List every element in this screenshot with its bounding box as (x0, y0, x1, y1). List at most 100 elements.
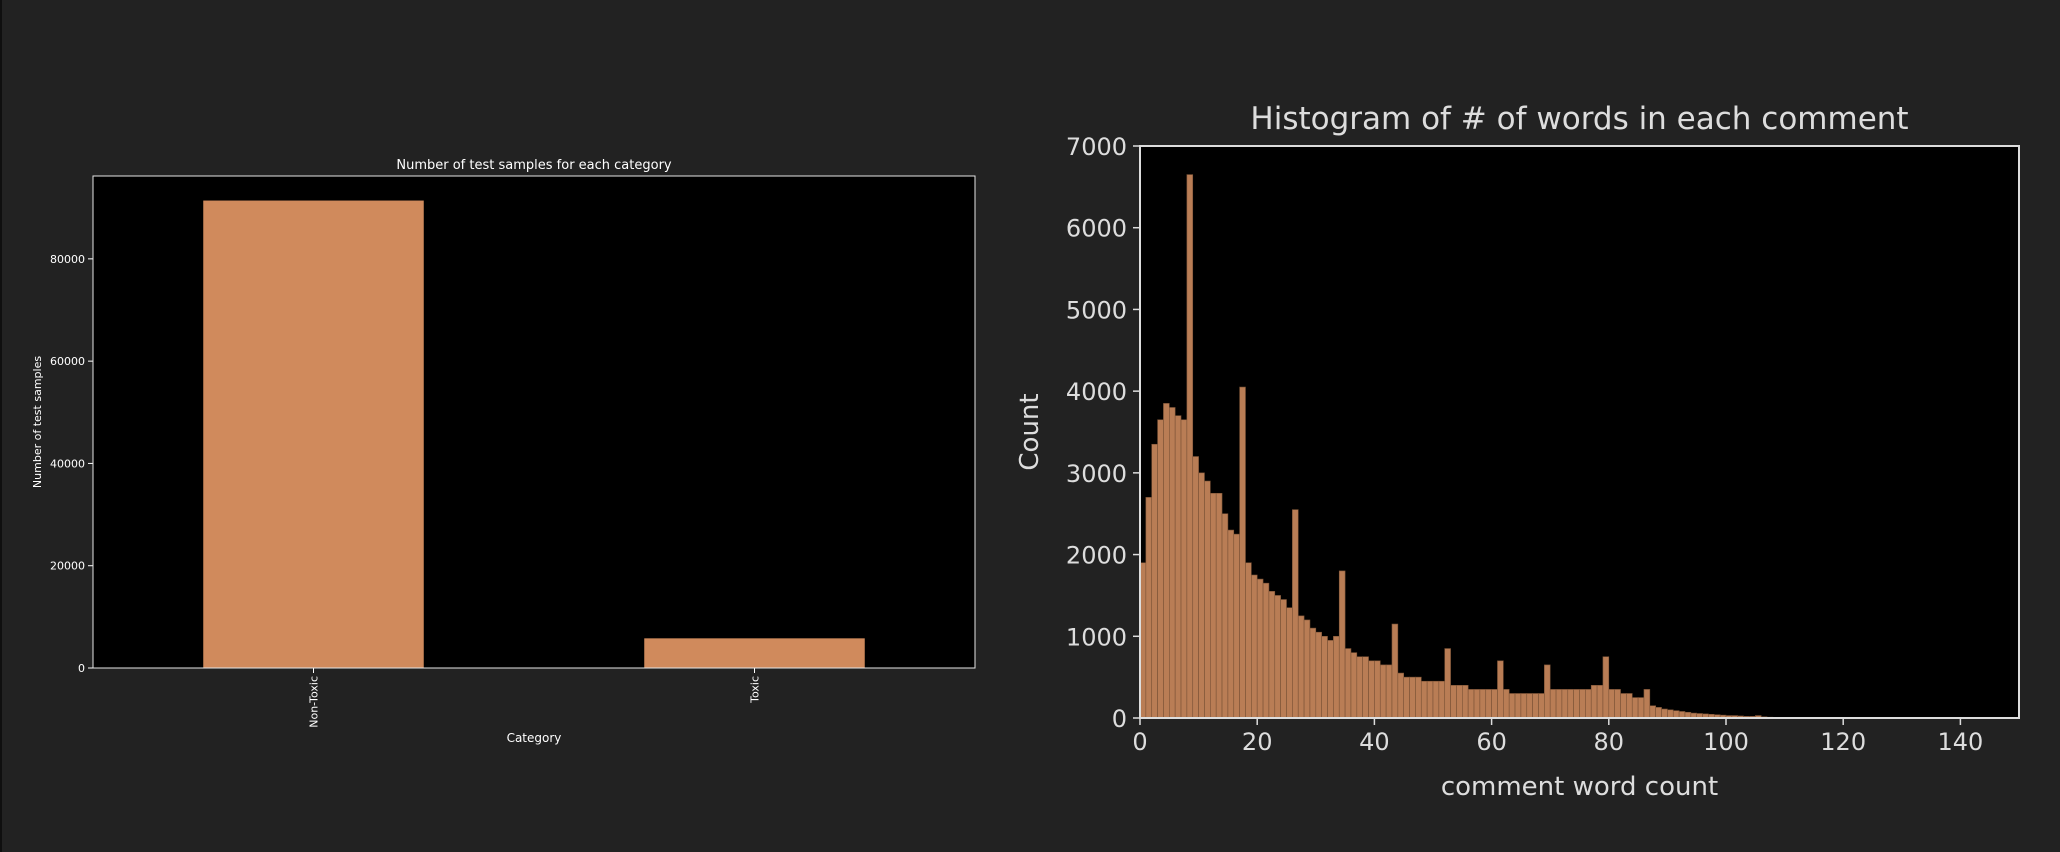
histogram-bin (1174, 415, 1182, 719)
histogram-bin (1215, 492, 1223, 719)
histogram-bin (1631, 697, 1639, 719)
x-axis-label-2: comment word count (1441, 772, 1718, 802)
histogram-bin (1555, 689, 1563, 719)
histogram-bin (1456, 685, 1463, 719)
histogram-bin (1590, 685, 1598, 719)
y-tick-label: 20000 (50, 560, 85, 573)
histogram-bin (1297, 615, 1305, 719)
x-tick-label: Toxic (749, 676, 762, 704)
histogram-bin (1438, 680, 1446, 719)
histogram-bin (1292, 509, 1299, 719)
histogram-bin (1350, 652, 1358, 719)
histogram-bin (1503, 689, 1510, 719)
histogram-bin (1397, 672, 1404, 719)
chart-title-1: Number of test samples for each category (396, 158, 672, 173)
y-tick-label: 0 (1112, 705, 1127, 733)
x-axis-label-1: Category (507, 731, 562, 745)
histogram-bin (1497, 660, 1504, 719)
histogram-bin (1526, 693, 1533, 719)
histogram-bin (1608, 689, 1615, 719)
bar-non-toxic (203, 200, 424, 668)
histogram-bin (1239, 386, 1246, 719)
plot-frame-1 (92, 175, 976, 669)
histogram-bin (1573, 689, 1580, 719)
histogram-bin (1309, 627, 1317, 719)
x-tick-label: 120 (1820, 728, 1866, 756)
histogram-bin (1520, 693, 1528, 719)
histogram-bin (1198, 472, 1205, 719)
y-tick-label: 3000 (1066, 460, 1127, 488)
histogram-bin (1321, 635, 1328, 719)
histogram-bin (1479, 689, 1487, 719)
y-tick-label: 4000 (1066, 378, 1127, 406)
histogram-bin (1561, 689, 1569, 719)
histogram-bin (1286, 607, 1293, 719)
y-tick-label: 7000 (1066, 133, 1127, 161)
histogram-bin (1426, 680, 1434, 719)
histogram-bin (1356, 656, 1363, 719)
x-tick-label: Non-Toxic (308, 676, 321, 728)
y-tick-label: 0 (78, 662, 85, 675)
histogram-bin (1145, 497, 1153, 719)
histogram-bin (1256, 578, 1264, 719)
histogram-bin (1268, 591, 1276, 719)
histogram-bin (1467, 689, 1475, 719)
histogram-bin (1567, 689, 1574, 719)
histogram-bin (1602, 656, 1610, 719)
histogram-bin (1157, 419, 1164, 719)
histogram-bin (1210, 492, 1217, 719)
histogram-bin (1163, 403, 1170, 719)
histogram-bin (1233, 533, 1240, 719)
y-tick-label: 1000 (1066, 623, 1127, 651)
histogram-bin (1544, 664, 1551, 719)
histogram-bin (1315, 631, 1322, 719)
chart-title-2: Histogram of # of words in each comment (1250, 101, 1908, 137)
bar-toxic (644, 638, 865, 668)
histogram-bin (1667, 709, 1674, 719)
histogram-bin (1620, 693, 1627, 719)
plot-frame-2 (1139, 145, 2020, 719)
histogram-bin (1333, 635, 1340, 719)
y-tick-label: 5000 (1066, 296, 1127, 324)
histogram-bin (1643, 689, 1651, 719)
histogram-bin (1532, 693, 1539, 719)
histogram-bin (1473, 689, 1481, 719)
histogram-bin (1204, 480, 1211, 719)
histogram-bin (1508, 693, 1516, 719)
histogram-bin (1626, 693, 1633, 719)
histogram-bin (1221, 513, 1229, 719)
y-tick-label: 40000 (50, 457, 85, 470)
histogram-bin (1409, 676, 1416, 719)
histogram-bin (1338, 570, 1346, 719)
x-tick-label: 100 (1703, 728, 1749, 756)
histogram-bin (1672, 710, 1680, 719)
x-tick-label: 140 (1937, 728, 1983, 756)
histogram-bin (1420, 680, 1428, 719)
x-tick-label: 40 (1359, 728, 1390, 756)
histogram-bin (1180, 419, 1188, 719)
histogram-bin (1251, 574, 1258, 719)
histogram-bin (1379, 664, 1387, 719)
histogram-bin (1637, 697, 1645, 719)
histogram-bin (1415, 676, 1422, 719)
x-tick-label: 20 (1242, 728, 1273, 756)
y-tick-label: 6000 (1066, 215, 1127, 243)
histogram-bin (1192, 456, 1199, 719)
histogram-bin (1385, 664, 1393, 719)
histogram-bin (1514, 693, 1522, 719)
left-edge-shadow (0, 0, 2, 852)
histogram-bin (1549, 689, 1557, 719)
histogram-bin (1491, 689, 1498, 719)
x-tick-label: 60 (1476, 728, 1507, 756)
histogram-bin (1362, 656, 1369, 719)
histogram-bin (1432, 680, 1440, 719)
histogram-bin (1303, 619, 1311, 719)
histogram-bin (1579, 689, 1586, 719)
histogram-bin (1391, 623, 1399, 719)
histogram-bin (1450, 685, 1457, 719)
histogram-bin (1374, 660, 1381, 719)
y-tick-label: 60000 (50, 355, 85, 368)
histogram-bin (1327, 640, 1334, 719)
histogram-bin (1655, 707, 1662, 719)
histogram-bin (1227, 529, 1235, 719)
